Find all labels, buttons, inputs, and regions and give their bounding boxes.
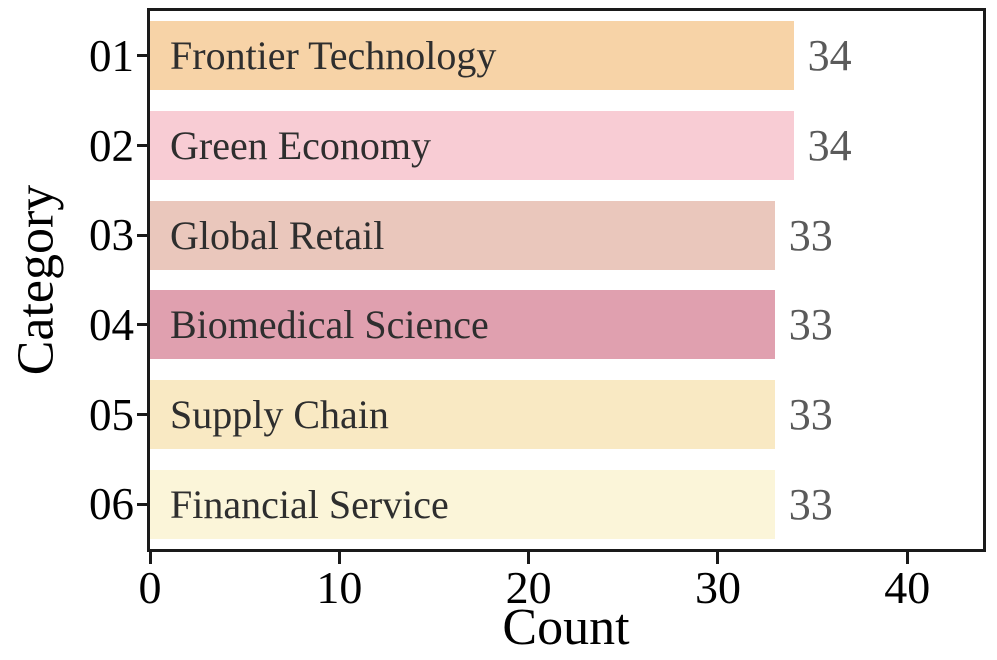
y-tick-label: 05 <box>89 389 134 440</box>
bar-label: Frontier Technology <box>170 33 497 79</box>
bar-value-label: 33 <box>788 390 833 439</box>
x-tick-label: 10 <box>316 562 363 613</box>
bar-label: Green Economy <box>170 123 432 168</box>
x-tick-mark <box>148 552 152 564</box>
bar: Global Retail <box>150 200 775 270</box>
y-tick-label: 01 <box>89 30 134 81</box>
bar-label: Supply Chain <box>170 392 389 437</box>
x-tick-label: 30 <box>694 562 741 613</box>
y-tick-mark <box>137 144 147 147</box>
y-tick-label: 04 <box>89 299 134 350</box>
y-tick-mark <box>137 502 147 506</box>
x-tick-mark <box>905 552 909 564</box>
x-tick-label: 20 <box>505 562 552 613</box>
bar-value-label: 33 <box>788 210 833 260</box>
bar: Biomedical Science <box>150 290 775 360</box>
bar: Financial Service <box>150 469 775 539</box>
y-tick-label: 06 <box>89 479 134 530</box>
y-tick-label: 02 <box>89 120 134 171</box>
bar-value-label: 33 <box>788 300 833 350</box>
x-tick-mark <box>337 552 341 564</box>
y-tick-mark <box>137 54 147 58</box>
bar-value-label: 33 <box>788 479 833 529</box>
bar: Frontier Technology <box>150 21 794 91</box>
x-tick-mark <box>527 552 531 564</box>
bar-label: Financial Service <box>170 481 449 527</box>
bar: Supply Chain <box>150 380 775 449</box>
bar-value-label: 34 <box>807 121 852 170</box>
y-tick-mark <box>137 323 147 327</box>
y-tick-mark <box>137 233 147 237</box>
y-tick-mark <box>137 413 147 416</box>
bar-label: Global Retail <box>170 212 385 258</box>
y-tick-label: 03 <box>89 210 134 261</box>
bar-label: Biomedical Science <box>170 302 489 348</box>
x-tick-label: 0 <box>138 562 162 613</box>
plot-area <box>147 8 986 552</box>
x-tick-label: 40 <box>884 562 931 613</box>
bar-value-label: 34 <box>807 31 852 81</box>
x-axis-label: Count <box>502 599 630 656</box>
bar: Green Economy <box>150 111 794 180</box>
x-tick-mark <box>716 552 720 564</box>
